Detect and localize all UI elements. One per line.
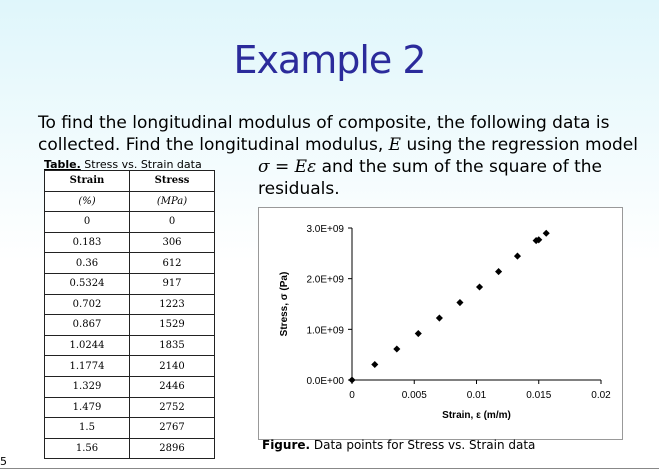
chart-canvas: 0.0E+00 1.0E+09 2.0E+09 3.0E+09 0 0.005 0.01 0.… [279,224,611,421]
strain-cell: 0.867 [44,314,130,336]
table-row: 1.56 2896 [44,437,215,460]
data-point [393,345,401,353]
stress-cell: 306 [129,231,215,254]
figure-caption-label: Figure. [262,438,311,452]
table-row: 1.479 2752 [44,396,215,419]
data-point [476,283,484,291]
table-row: 0.702 1223 [44,293,215,316]
modulus-symbol: E [388,135,402,155]
stress-cell: 2896 [129,437,215,460]
table-caption: Table. Stress vs. Strain data [44,158,202,171]
strain-cell: 0.702 [44,293,130,316]
intro-line-2: collected. Find the longitudinal modulus… [38,134,638,156]
strain-cell: 0.183 [44,231,130,254]
stress-cell: 612 [129,252,215,274]
stress-cell: 2752 [129,396,215,419]
x-tick-label: 0 [349,390,355,401]
x-tick-label: 0.005 [402,390,427,401]
table-row: 0.36 612 [44,252,215,274]
intro-line-3: residuals. [258,179,340,199]
regression-equation: σ = Eε [258,157,317,177]
stress-cell: 2446 [129,375,215,398]
table-caption-label: Table. [44,158,81,171]
unit-stress: (MPa) [129,190,215,213]
intro-line-2b: using the regression model [401,135,638,155]
stress-cell: 1223 [129,293,215,316]
strain-cell: 1.56 [44,437,130,460]
table-row: 1.0244 1835 [44,334,215,357]
unit-strain: (%) [44,190,130,213]
stress-cell: 2767 [129,417,215,439]
table-row: 0.183 306 [44,231,215,254]
stress-strain-chart: 0.0E+00 1.0E+09 2.0E+09 3.0E+09 0 0.005 0.01 0.… [258,207,623,440]
y-tick-label: 3.0E+09 [306,224,344,235]
table-row: 1.1774 2140 [44,355,215,377]
stress-cell: 2140 [129,355,215,377]
header-strain: Strain [44,170,130,192]
x-axis-label: Strain, ε (m/m) [442,410,511,421]
y-axis-label: Stress, σ (Pa) [279,272,290,337]
y-tick-label: 1.0E+09 [306,325,344,336]
data-point [542,229,550,237]
strain-cell: 1.0244 [44,334,130,357]
figure-caption: Figure. Data points for Stress vs. Strai… [262,438,535,452]
stress-cell: 0 [129,211,215,233]
data-point [348,376,356,384]
stress-cell: 1835 [129,334,215,357]
x-tick-label: 0.015 [526,390,551,401]
slide-number: 5 [0,455,7,468]
strain-cell: 1.479 [44,396,130,419]
table-row: 1.329 2446 [44,375,215,398]
data-point [513,252,521,260]
stress-strain-table: Strain Stress (%) (MPa) 0 0 0.183 306 0.36 61… [44,170,215,460]
intro-line-1: To find the longitudinal modulus of comp… [38,113,610,133]
data-point [435,314,443,322]
stress-cell: 1529 [129,314,215,336]
y-tick-label: 2.0E+09 [306,275,344,286]
strain-cell: 1.5 [44,417,130,439]
stress-cell: 917 [129,272,215,295]
strain-cell: 0.5324 [44,272,130,295]
slide-title: Example 2 [233,38,426,82]
intro-line-2a: collected. Find the longitudinal modulus… [38,135,389,155]
table-caption-text: Stress vs. Strain data [80,158,202,171]
strain-cell: 1.1774 [44,355,130,377]
table-unit-row: (%) (MPa) [44,190,215,213]
table-row: 1.5 2767 [44,417,215,439]
strain-cell: 0.36 [44,252,130,274]
strain-cell: 1.329 [44,375,130,398]
data-point [535,236,543,244]
footer-divider [0,468,659,469]
y-tick-label: 0.0E+00 [306,376,344,387]
data-point [414,330,422,338]
table-header-row: Strain Stress [44,170,215,192]
equation-line: σ = Eε and the sum of the square of the … [258,156,602,200]
data-point [371,360,379,369]
table-row: 0.5324 917 [44,272,215,295]
strain-cell: 0 [44,211,130,233]
x-tick-label: 0.02 [591,390,611,401]
problem-statement: To find the longitudinal modulus of comp… [38,112,638,156]
data-point [456,298,464,307]
x-tick-label: 0.01 [467,390,487,401]
equation-text: and the sum of the square of the [316,157,602,177]
table-row: 0.867 1529 [44,314,215,336]
data-point [495,268,503,276]
figure-caption-text: Data points for Stress vs. Strain data [310,438,536,452]
header-stress: Stress [129,170,215,192]
